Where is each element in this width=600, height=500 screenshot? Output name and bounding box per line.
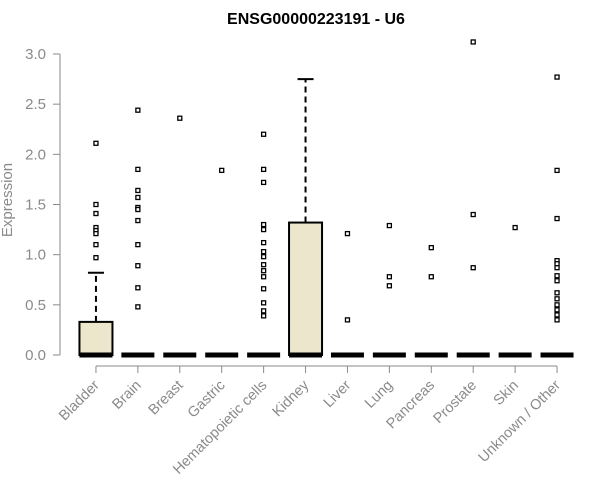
outlier-point [135, 107, 141, 113]
outlier-point [93, 230, 99, 237]
x-tick-label: Liver [321, 377, 355, 411]
chart-title: ENSG00000223191 - U6 [227, 11, 405, 28]
y-tick-label: 3.0 [25, 46, 46, 63]
outlier-point [260, 286, 267, 292]
box-group [498, 224, 532, 358]
outlier-point [135, 285, 141, 291]
outlier-point [386, 274, 393, 280]
outlier-point [554, 265, 560, 271]
y-tick-label: 1.0 [25, 247, 46, 264]
outlier-point [554, 307, 560, 313]
outlier-point [135, 304, 141, 310]
outlier-point [344, 230, 351, 237]
outlier-point [554, 296, 560, 302]
outlier-point [260, 166, 267, 173]
outlier-point [512, 224, 518, 231]
outlier-point [260, 308, 267, 314]
box-group [163, 115, 197, 358]
outlier-point [386, 283, 393, 289]
box-group [78, 140, 114, 358]
outlier-point [470, 265, 476, 271]
x-tick-label: Skin [491, 378, 522, 409]
outlier-point [260, 274, 267, 280]
outlier-point [260, 254, 267, 260]
y-tick-label: 0.5 [25, 297, 46, 314]
y-tick-label: 2.0 [25, 146, 46, 163]
y-tick-label: 2.5 [25, 96, 46, 113]
outlier-point [93, 210, 99, 217]
outlier-point [260, 249, 267, 255]
outlier-point [135, 263, 141, 269]
x-tick-label: Brain [109, 378, 144, 413]
y-axis: 0.0 0.5 1.0 1.5 2.0 2.5 3.0 [25, 46, 61, 364]
outlier-point [135, 241, 141, 248]
outlier-point [554, 302, 560, 308]
outlier-point [135, 217, 141, 224]
x-tick-label: Lung [362, 378, 396, 412]
box-group [456, 39, 490, 358]
outlier-point [135, 187, 141, 194]
outlier-point [554, 74, 560, 80]
outlier-point [554, 167, 560, 174]
boxes-group [78, 39, 574, 358]
y-tick-label: 0.0 [25, 347, 46, 364]
outlier-point [219, 167, 225, 174]
outlier-point [470, 211, 476, 218]
box-group [288, 78, 324, 358]
box-group [205, 167, 239, 358]
outlier-point [554, 290, 560, 296]
outlier-point [135, 194, 141, 201]
outlier-point [554, 215, 560, 222]
outlier-point [177, 115, 183, 121]
outlier-point [554, 317, 560, 323]
box-group [247, 131, 281, 358]
outlier-point [260, 268, 267, 274]
outlier-point [260, 131, 267, 137]
outlier-point [554, 278, 560, 284]
outlier-point [93, 241, 99, 248]
box-group [330, 230, 364, 358]
x-tick-label: Prostate [431, 378, 480, 427]
outlier-point [135, 166, 141, 173]
outlier-point [260, 300, 267, 306]
outlier-point [93, 201, 99, 208]
box-group [121, 107, 155, 358]
box-body [78, 320, 114, 357]
x-tick-label: Bladder [56, 377, 103, 424]
x-tick-label: Kidney [270, 377, 313, 420]
box-group [414, 244, 448, 358]
outlier-point [260, 179, 267, 186]
outlier-point [260, 239, 267, 246]
box-group [372, 222, 406, 358]
outlier-point [554, 312, 560, 318]
outlier-point [470, 39, 476, 45]
x-tick-label: Breast [146, 378, 187, 419]
box-group [540, 74, 574, 358]
y-tick-label: 1.5 [25, 197, 46, 214]
outlier-point [260, 221, 267, 228]
outlier-point [135, 206, 141, 213]
outlier-point [386, 222, 393, 229]
outlier-point [344, 317, 351, 323]
outlier-point [93, 140, 99, 146]
outlier-point [428, 274, 434, 280]
outlier-point [260, 313, 267, 319]
outlier-point [260, 262, 267, 268]
outlier-point [428, 244, 434, 251]
outlier-point [260, 226, 267, 233]
box-body [288, 221, 324, 356]
outlier-point [93, 255, 99, 261]
outlier-point [554, 273, 560, 279]
y-axis-label: Expression [0, 163, 16, 237]
